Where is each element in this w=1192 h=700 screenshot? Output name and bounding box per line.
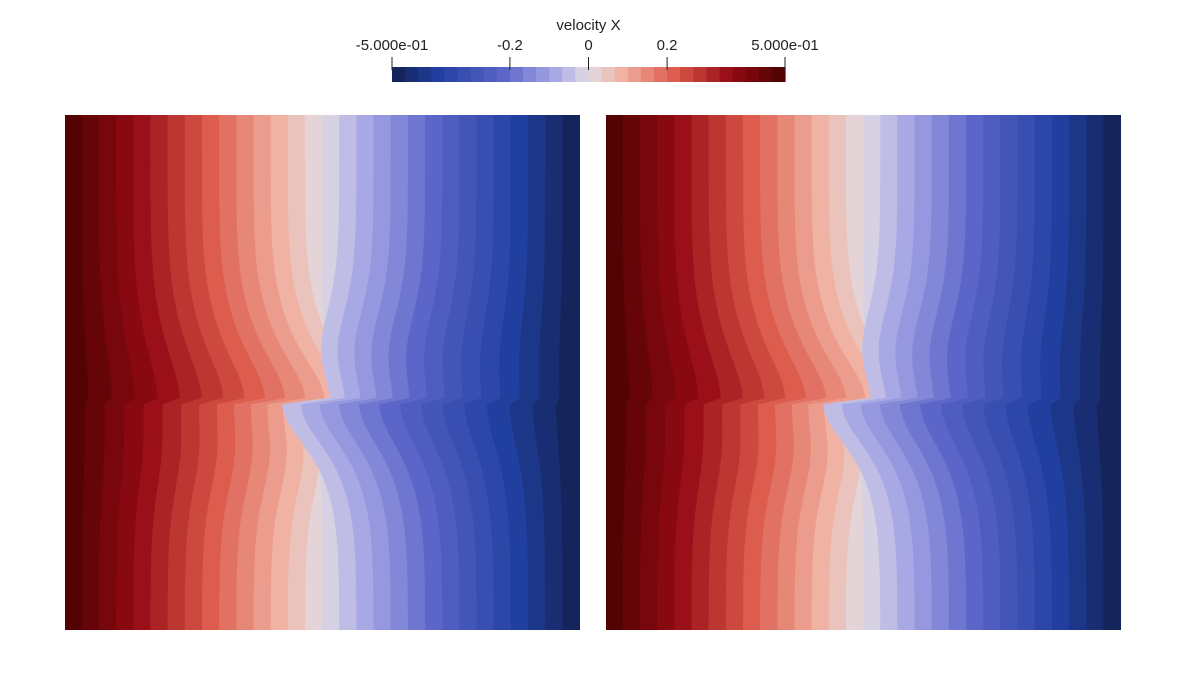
colorbar-band [771, 67, 786, 82]
colorbar-band [418, 67, 432, 82]
colorbar-band [509, 67, 524, 82]
colorbar-band [680, 67, 694, 82]
colorbar-band [457, 67, 472, 82]
colorbar-band [392, 67, 406, 82]
colorbar-band [719, 67, 734, 82]
colorbar-band [732, 67, 747, 82]
colorbar-band [470, 67, 485, 82]
colorbar-band [588, 67, 603, 82]
colorbar-band [523, 67, 537, 82]
colorbar-band [627, 67, 642, 82]
colorbar-band [483, 67, 498, 82]
contour-band [555, 115, 580, 630]
colorbar-band [405, 67, 419, 82]
contour-plot-left [65, 115, 580, 630]
colorbar-band [654, 67, 668, 82]
colorbar-band [614, 67, 629, 82]
colorbar [391, 57, 786, 82]
colorbar-band [536, 67, 550, 82]
colorbar-tick-label: -0.2 [496, 37, 523, 54]
contour-plot-right [606, 115, 1121, 630]
colorbar-tick-label: 0.2 [656, 37, 678, 54]
colorbar-band [758, 67, 773, 82]
colorbar-bands [392, 67, 786, 82]
colorbar-band [562, 67, 576, 82]
colorbar-band [575, 67, 590, 82]
colorbar-tick-label: -5.000e-01 [355, 37, 429, 54]
plot-panel-right [606, 115, 1121, 630]
colorbar-band [693, 67, 707, 82]
plot-panel-left [65, 115, 580, 630]
colorbar-band [496, 67, 511, 82]
colorbar-band [667, 67, 681, 82]
colorbar-band [640, 67, 655, 82]
colorbar-tick-label: 5.000e-01 [751, 37, 819, 54]
colorbar-band [431, 67, 445, 82]
colorbar-band [601, 67, 616, 82]
colorbar-band [549, 67, 563, 82]
colorbar-band [444, 67, 459, 82]
colorbar-band [706, 67, 721, 82]
colorbar-ticks [391, 57, 786, 70]
colorbar-title: velocity X [556, 17, 621, 34]
colorbar-band [745, 67, 760, 82]
contour-band [1096, 115, 1121, 630]
colorbar-tick-label: 0 [584, 37, 593, 54]
